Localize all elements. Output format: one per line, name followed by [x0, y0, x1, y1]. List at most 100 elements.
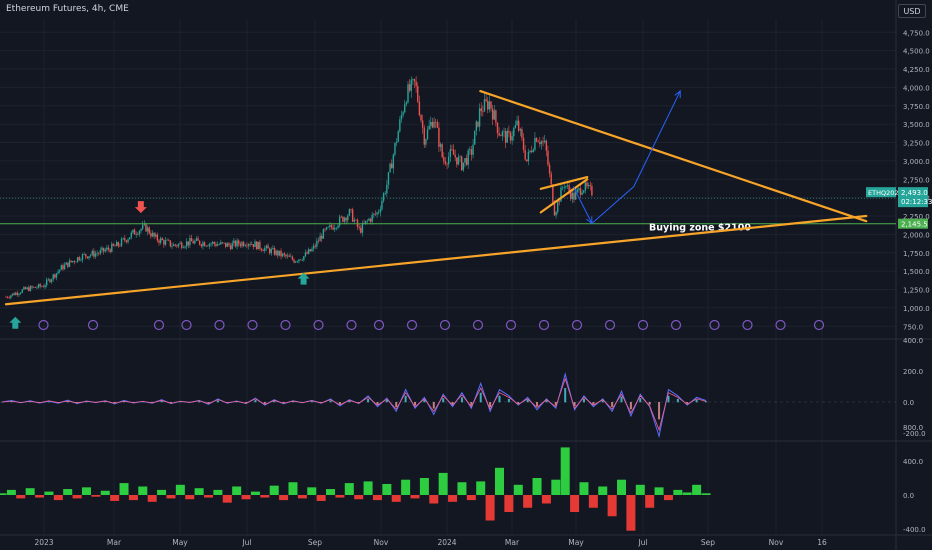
candle-body	[93, 251, 95, 257]
candle-body	[561, 187, 564, 189]
candle-body	[386, 184, 388, 194]
event-icon	[280, 319, 291, 331]
candle-body	[493, 110, 495, 120]
candle-body	[587, 185, 590, 187]
price-tick-label: 1,750.0	[903, 250, 930, 258]
osc1-histogram-bar	[85, 401, 88, 403]
candle-body	[532, 149, 535, 152]
osc1-histogram-bar	[489, 402, 492, 407]
candle-body	[179, 242, 181, 244]
osc1-histogram-bar	[329, 400, 332, 403]
trendline-support	[4, 214, 868, 306]
osc1-histogram-bar	[282, 402, 285, 404]
buying-zone-label: Buying zone $2100	[649, 223, 751, 234]
candle-body	[34, 286, 36, 288]
candle-body	[324, 229, 326, 230]
candle-body	[426, 129, 429, 140]
candle-body	[122, 238, 124, 239]
candle-body	[391, 163, 393, 169]
candle-body	[181, 242, 183, 248]
zone-price-bg	[898, 218, 928, 229]
candle-body	[516, 120, 518, 126]
candle-body	[353, 219, 355, 222]
candle-body	[491, 108, 494, 120]
candle-body	[576, 189, 578, 192]
candle-body	[517, 120, 520, 131]
candle-body	[286, 255, 289, 257]
currency-button[interactable]: USD	[898, 4, 926, 18]
osc2-area-bar	[692, 484, 702, 495]
sell-arrow	[134, 201, 147, 214]
candle-body	[290, 256, 292, 258]
candle-body	[467, 150, 469, 165]
candle-body	[332, 227, 334, 230]
candle-body	[303, 256, 305, 261]
candle-body	[430, 121, 432, 126]
candle-body	[283, 253, 286, 255]
candle-body	[18, 293, 20, 295]
candle-body	[91, 251, 93, 255]
candle-body	[288, 255, 290, 257]
candle-body	[522, 137, 525, 150]
candle-body	[203, 242, 206, 247]
candle-body	[246, 245, 248, 247]
price-tick-label: 1,500.0	[903, 268, 930, 276]
candle-body	[207, 245, 209, 247]
candle-body	[526, 159, 528, 162]
candle-body	[177, 243, 180, 247]
candle-body	[568, 185, 570, 192]
candle-body	[244, 245, 246, 247]
osc1-histogram-bar	[395, 402, 398, 407]
osc1-histogram-bar	[526, 399, 529, 403]
candle-body	[417, 86, 419, 102]
osc2-area-bar	[213, 489, 223, 495]
candle-body	[410, 79, 412, 91]
last-price-bg	[898, 187, 928, 208]
candle-body	[464, 158, 466, 163]
candle-body	[275, 250, 277, 255]
candle-body	[434, 121, 437, 123]
candle-body	[189, 238, 191, 246]
osc2-area-bar	[466, 495, 476, 501]
candle-body	[172, 244, 175, 247]
osc2-area-bar	[457, 482, 467, 495]
candle-body	[407, 84, 409, 103]
osc1-histogram-bar	[442, 398, 445, 403]
candle-body	[125, 240, 128, 243]
projection-segment	[572, 186, 593, 224]
candle-body	[94, 253, 97, 257]
candle-body	[550, 173, 552, 185]
event-icon	[472, 319, 484, 331]
price-tick-label: 1,250.0	[903, 287, 930, 295]
candle-body	[552, 184, 554, 204]
candle-body	[377, 212, 380, 213]
candle-body	[226, 243, 229, 247]
osc1-histogram-bar	[376, 402, 379, 405]
candle-body	[47, 279, 50, 280]
candle-body	[198, 240, 201, 245]
candle-body	[29, 286, 32, 292]
osc1-histogram-bar	[517, 402, 520, 404]
osc1-histogram-bar	[470, 402, 473, 406]
candle-body	[447, 156, 450, 165]
candle-body	[369, 218, 372, 222]
osc1-histogram-bar	[254, 400, 257, 403]
candle-body	[153, 232, 155, 237]
osc1-histogram-bar	[498, 395, 501, 403]
candle-body	[449, 149, 452, 157]
candle-body	[418, 101, 421, 116]
candle-body	[503, 130, 505, 132]
osc2-area-bar	[53, 495, 63, 501]
candle-body	[72, 261, 74, 263]
candle-body	[259, 241, 261, 249]
candle-body	[524, 149, 526, 160]
osc2-area-bar	[513, 484, 523, 495]
candle-body	[264, 247, 266, 252]
osc2-area-bar	[16, 495, 26, 499]
candle-body	[319, 235, 321, 242]
candle-body	[41, 286, 43, 288]
osc2-area-bar	[100, 490, 110, 495]
osc1-tick-label: -200.0	[903, 430, 926, 438]
candle-body	[229, 245, 232, 250]
